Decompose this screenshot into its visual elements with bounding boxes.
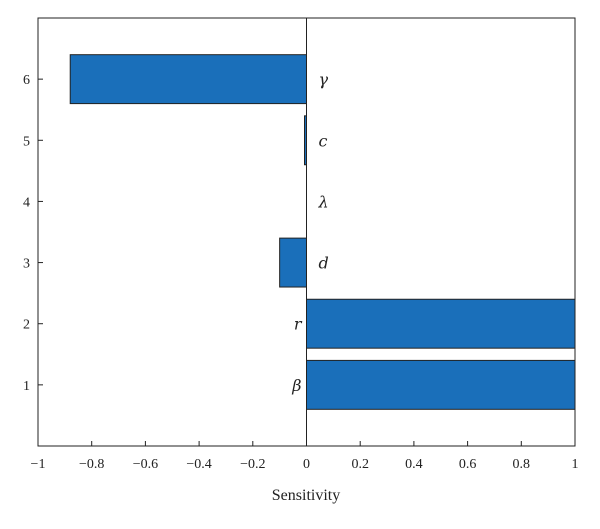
x-tick-label: 0.8	[513, 457, 531, 472]
param-label-5: c	[319, 131, 328, 150]
y-tick-label: 3	[23, 257, 30, 272]
y-tick-label: 2	[23, 318, 30, 333]
param-label-3: d	[319, 254, 329, 273]
x-tick-label: −0.8	[79, 457, 104, 472]
y-tick-label: 5	[23, 134, 30, 149]
bar-6	[69, 54, 307, 105]
bar-2	[306, 298, 576, 349]
x-tick-label: 0.4	[405, 457, 423, 472]
x-tick-label: 1	[572, 457, 579, 472]
param-label-1: β	[291, 376, 301, 395]
x-tick-label: −0.2	[240, 457, 265, 472]
x-axis-ticks: −1 −0.8 −0.6 −0.4 −0.2 0 0.2 0.4 0.6 0.8 1	[31, 441, 579, 472]
param-label-6: γ	[319, 70, 329, 89]
x-tick-label: 0	[303, 457, 310, 472]
y-tick-label: 4	[23, 195, 30, 210]
param-label-2: r	[294, 315, 303, 334]
x-tick-label: −0.4	[186, 457, 211, 472]
param-label-4: λ	[318, 192, 329, 211]
x-axis-title: Sensitivity	[272, 487, 340, 504]
bars-group	[69, 54, 576, 410]
parameter-labels: β r d λ c γ	[291, 70, 329, 395]
x-tick-label: 0.2	[351, 457, 369, 472]
x-tick-label: −0.6	[133, 457, 158, 472]
bar-3	[279, 237, 307, 288]
y-axis-ticks: 1 2 3 4 5 6	[23, 73, 43, 394]
x-tick-label: −1	[31, 457, 46, 472]
y-tick-label: 1	[23, 379, 30, 394]
y-tick-label: 6	[23, 73, 30, 88]
x-tick-label: 0.6	[459, 457, 477, 472]
bar-1	[306, 359, 576, 410]
